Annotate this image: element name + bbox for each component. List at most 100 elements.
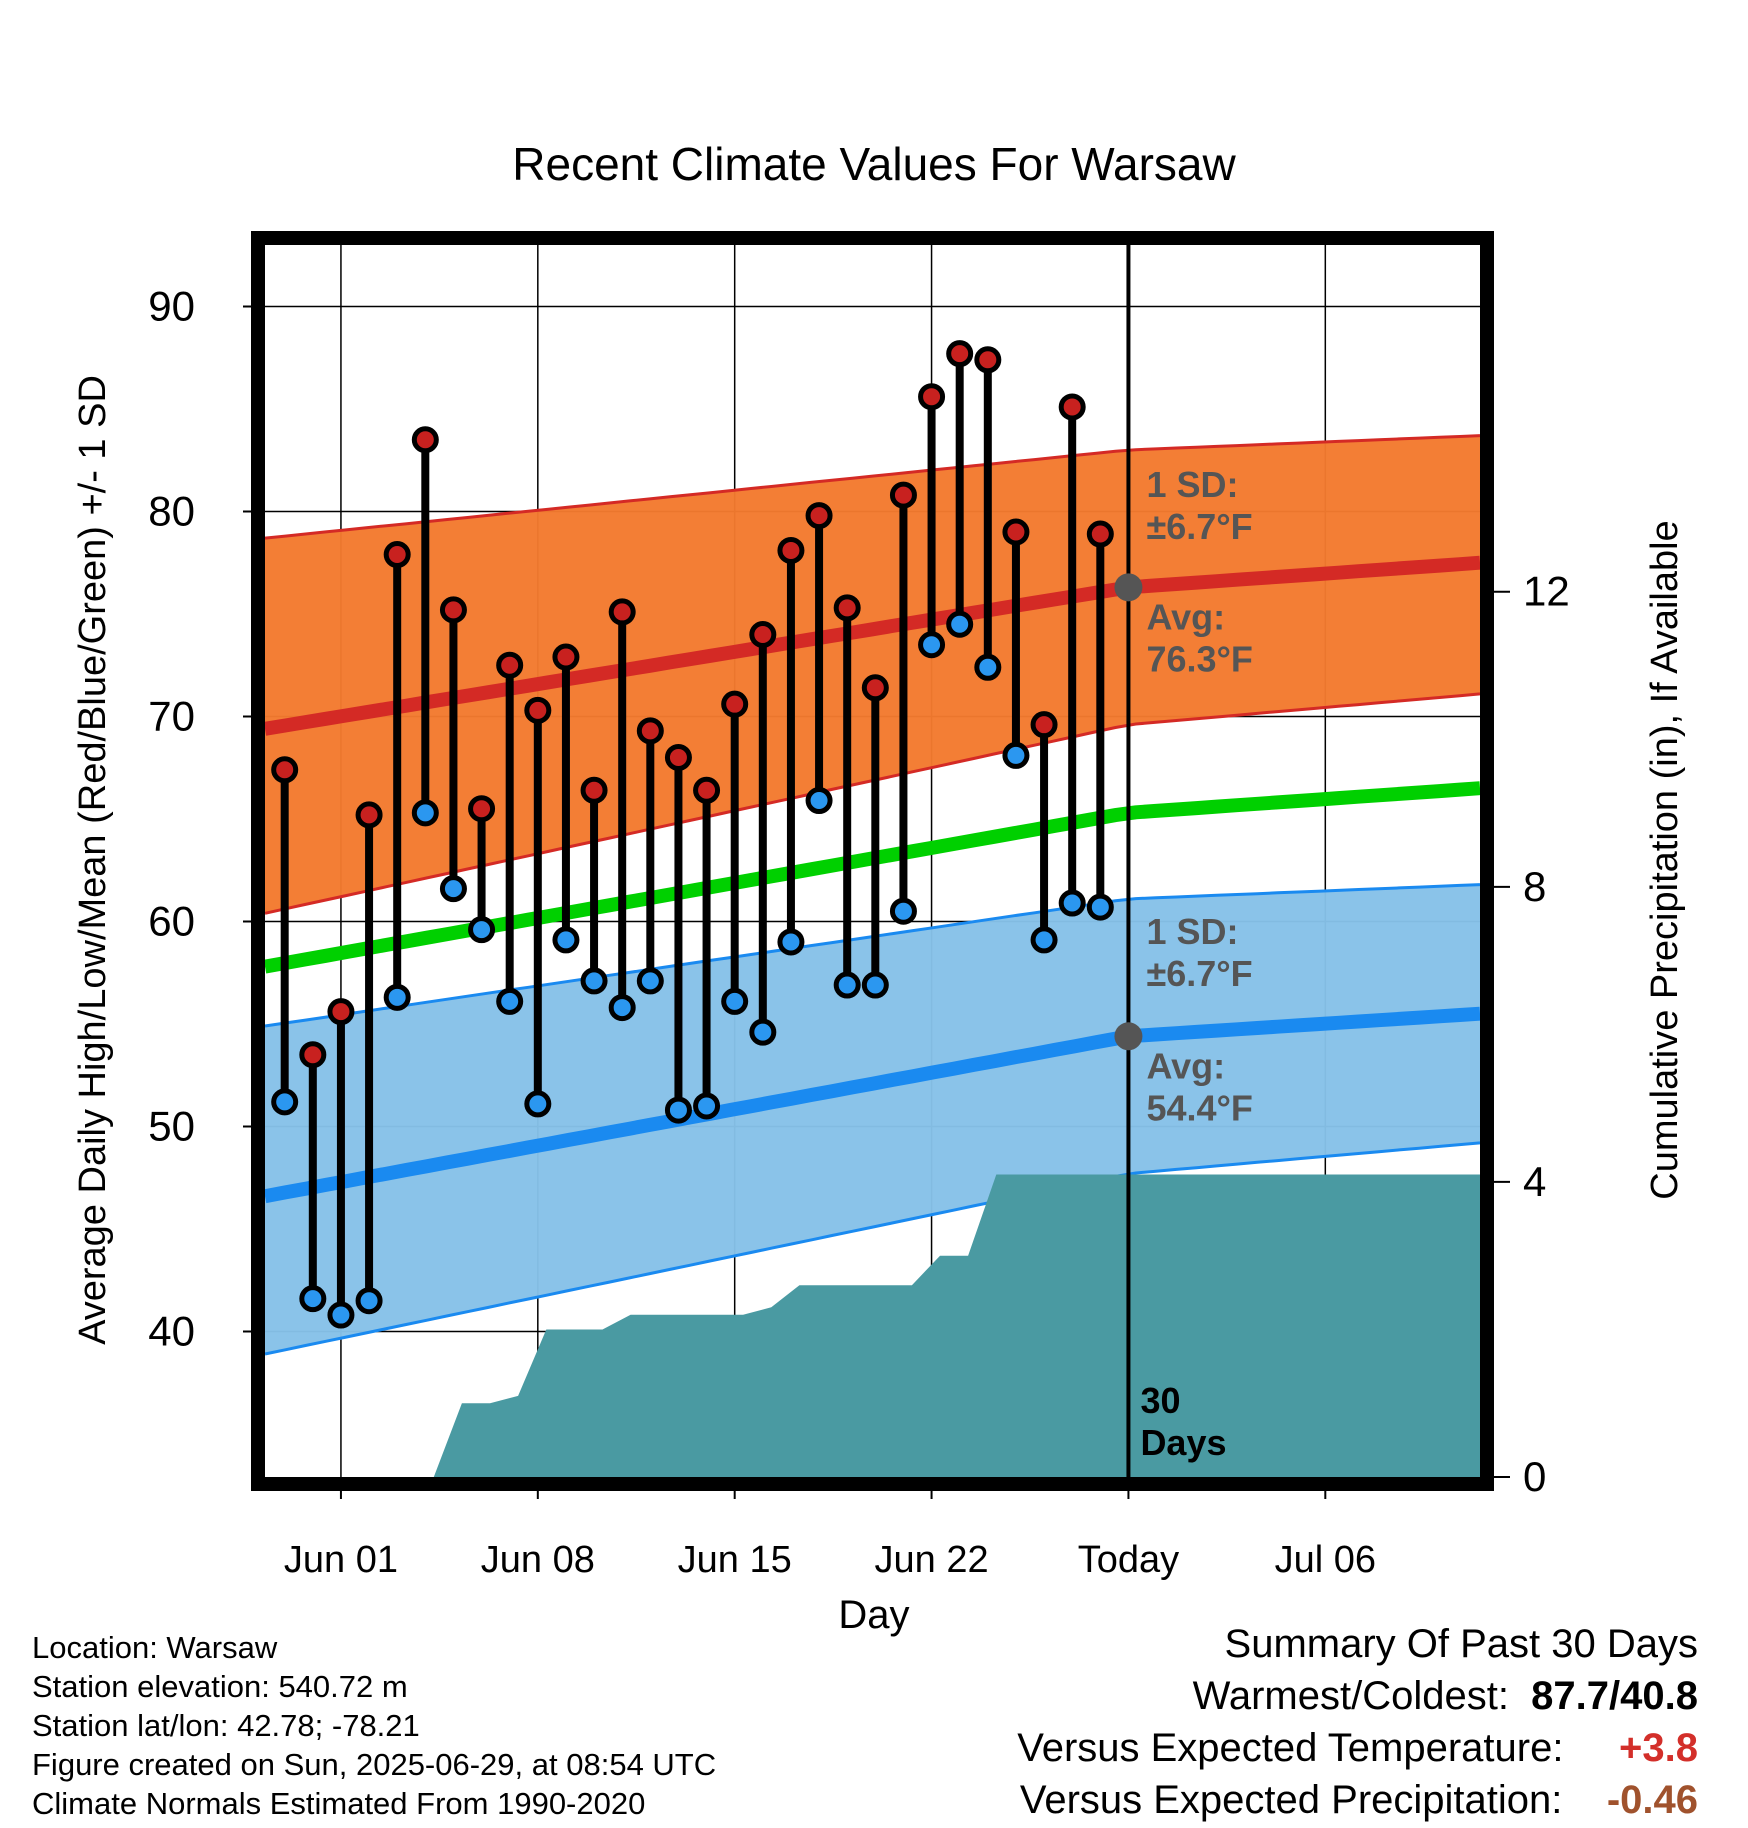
summary-warm-cold-value: 87.7/40.8: [1531, 1674, 1698, 1718]
high-avg-label: Avg:: [1146, 596, 1225, 637]
high-point: [861, 674, 889, 702]
x-tick-label: Jun 15: [678, 1539, 792, 1581]
high-point: [1086, 520, 1114, 548]
info-created: Figure created on Sun, 2025-06-29, at 08…: [32, 1747, 717, 1782]
low-sd-label: 1 SD:: [1146, 911, 1238, 952]
axes: 40 50 60 70 80 90 0 4 8 12 Jun 01 Jun 08 Jun 15 Jun 2…: [72, 282, 1686, 1637]
high-normal-line: [263, 555, 1481, 736]
low-point: [1030, 926, 1058, 954]
low-point: [805, 787, 833, 815]
daily-range-stems: [280, 353, 1105, 1316]
summary-temp-row: Versus Expected Temperature: +3.8: [1017, 1726, 1698, 1771]
high-point: [1058, 393, 1086, 421]
low-point: [524, 1090, 552, 1118]
high-point: [693, 776, 721, 804]
x-tick-label: Today: [1078, 1539, 1179, 1581]
low-point: [833, 971, 861, 999]
high-point: [299, 1041, 327, 1069]
x-tick-label: Jun 22: [875, 1539, 989, 1581]
summary-temp-label: Versus Expected Temperature:: [1017, 1726, 1564, 1770]
y-tick-label: 50: [148, 1102, 195, 1149]
high-point: [411, 426, 439, 454]
today-days-number: 30: [1140, 1380, 1180, 1421]
x-axis-label: Day: [838, 1593, 909, 1637]
low-point: [608, 994, 636, 1022]
summary-precip-row: Versus Expected Precipitation: -0.46: [1020, 1778, 1698, 1823]
low-sd-band-fill: [265, 884, 1480, 1354]
summary-temp-value: +3.8: [1619, 1726, 1698, 1770]
x-tick-label: Jun 08: [481, 1539, 595, 1581]
low-point: [1002, 741, 1030, 769]
summary-warm-cold-row: Warmest/Coldest: 87.7/40.8: [1193, 1674, 1698, 1719]
low-point: [411, 799, 439, 827]
low-avg-value: 54.4°F: [1146, 1087, 1252, 1128]
high-point: [777, 536, 805, 564]
today-days-label: Days: [1140, 1422, 1226, 1463]
x-tick-label: Jul 06: [1275, 1539, 1376, 1581]
high-sd-band-upper-edge: [264, 434, 1481, 540]
summary-precip-value: -0.46: [1606, 1778, 1698, 1822]
low-point: [974, 653, 1002, 681]
y2-tick-label: 8: [1523, 863, 1546, 910]
y2-axis-label: Cumulative Precipitation (in), If Availa…: [1644, 520, 1686, 1199]
low-point: [355, 1287, 383, 1315]
low-point: [889, 897, 917, 925]
y2-tick-label: 0: [1523, 1453, 1546, 1500]
low-point: [580, 967, 608, 995]
low-point: [299, 1285, 327, 1313]
high-point: [552, 643, 580, 671]
high-point: [1002, 518, 1030, 546]
precipitation-fill: [433, 1174, 1480, 1477]
low-point: [383, 983, 411, 1011]
y-tick-label: 70: [148, 692, 195, 739]
high-point: [327, 998, 355, 1026]
high-avg-marker: [1114, 573, 1143, 602]
low-point: [439, 875, 467, 903]
plot-border: [251, 231, 1494, 1491]
low-sd-value: ±6.7°F: [1146, 953, 1252, 994]
low-point: [946, 610, 974, 638]
low-point: [1058, 889, 1086, 917]
low-point: [468, 916, 496, 944]
high-point: [636, 717, 664, 745]
high-point: [496, 651, 524, 679]
high-point: [580, 776, 608, 804]
high-point: [889, 481, 917, 509]
high-point: [383, 541, 411, 569]
low-point: [552, 926, 580, 954]
high-sd-value: ±6.7°F: [1146, 506, 1252, 547]
high-sd-label: 1 SD:: [1146, 464, 1238, 505]
low-point: [721, 987, 749, 1015]
low-avg-marker: [1114, 1022, 1143, 1051]
summary-precip-label: Versus Expected Precipitation:: [1019, 1778, 1563, 1822]
low-point: [749, 1018, 777, 1046]
info-elevation: Station elevation: 540.72 m: [32, 1669, 408, 1704]
x-tick-label: Jun 01: [284, 1539, 398, 1581]
low-point: [271, 1088, 299, 1116]
high-point: [918, 383, 946, 411]
high-point: [946, 340, 974, 368]
low-point: [693, 1092, 721, 1120]
low-point: [636, 967, 664, 995]
high-point: [664, 743, 692, 771]
low-point: [327, 1301, 355, 1329]
summary-warm-cold-label: Warmest/Coldest:: [1192, 1674, 1509, 1718]
high-point: [721, 690, 749, 718]
high-avg-value: 76.3°F: [1146, 638, 1252, 679]
y-axis-label: Average Daily High/Low/Mean (Red/Blue/Gr…: [72, 375, 114, 1345]
low-sd-band-lower-edge: [264, 1141, 1481, 1356]
high-point: [833, 594, 861, 622]
low-point: [1086, 893, 1114, 921]
y2-tick-label: 12: [1523, 568, 1570, 615]
low-point: [918, 631, 946, 659]
low-normal-line: [263, 1006, 1481, 1204]
summary-title: Summary Of Past 30 Days: [1224, 1622, 1698, 1666]
y-tick-label: 60: [148, 897, 195, 944]
info-latlon: Station lat/lon: 42.78; -78.21: [32, 1708, 420, 1743]
high-point: [524, 696, 552, 724]
high-point: [271, 756, 299, 784]
high-point: [1030, 711, 1058, 739]
chart-title: Recent Climate Values For Warsaw: [512, 138, 1236, 190]
